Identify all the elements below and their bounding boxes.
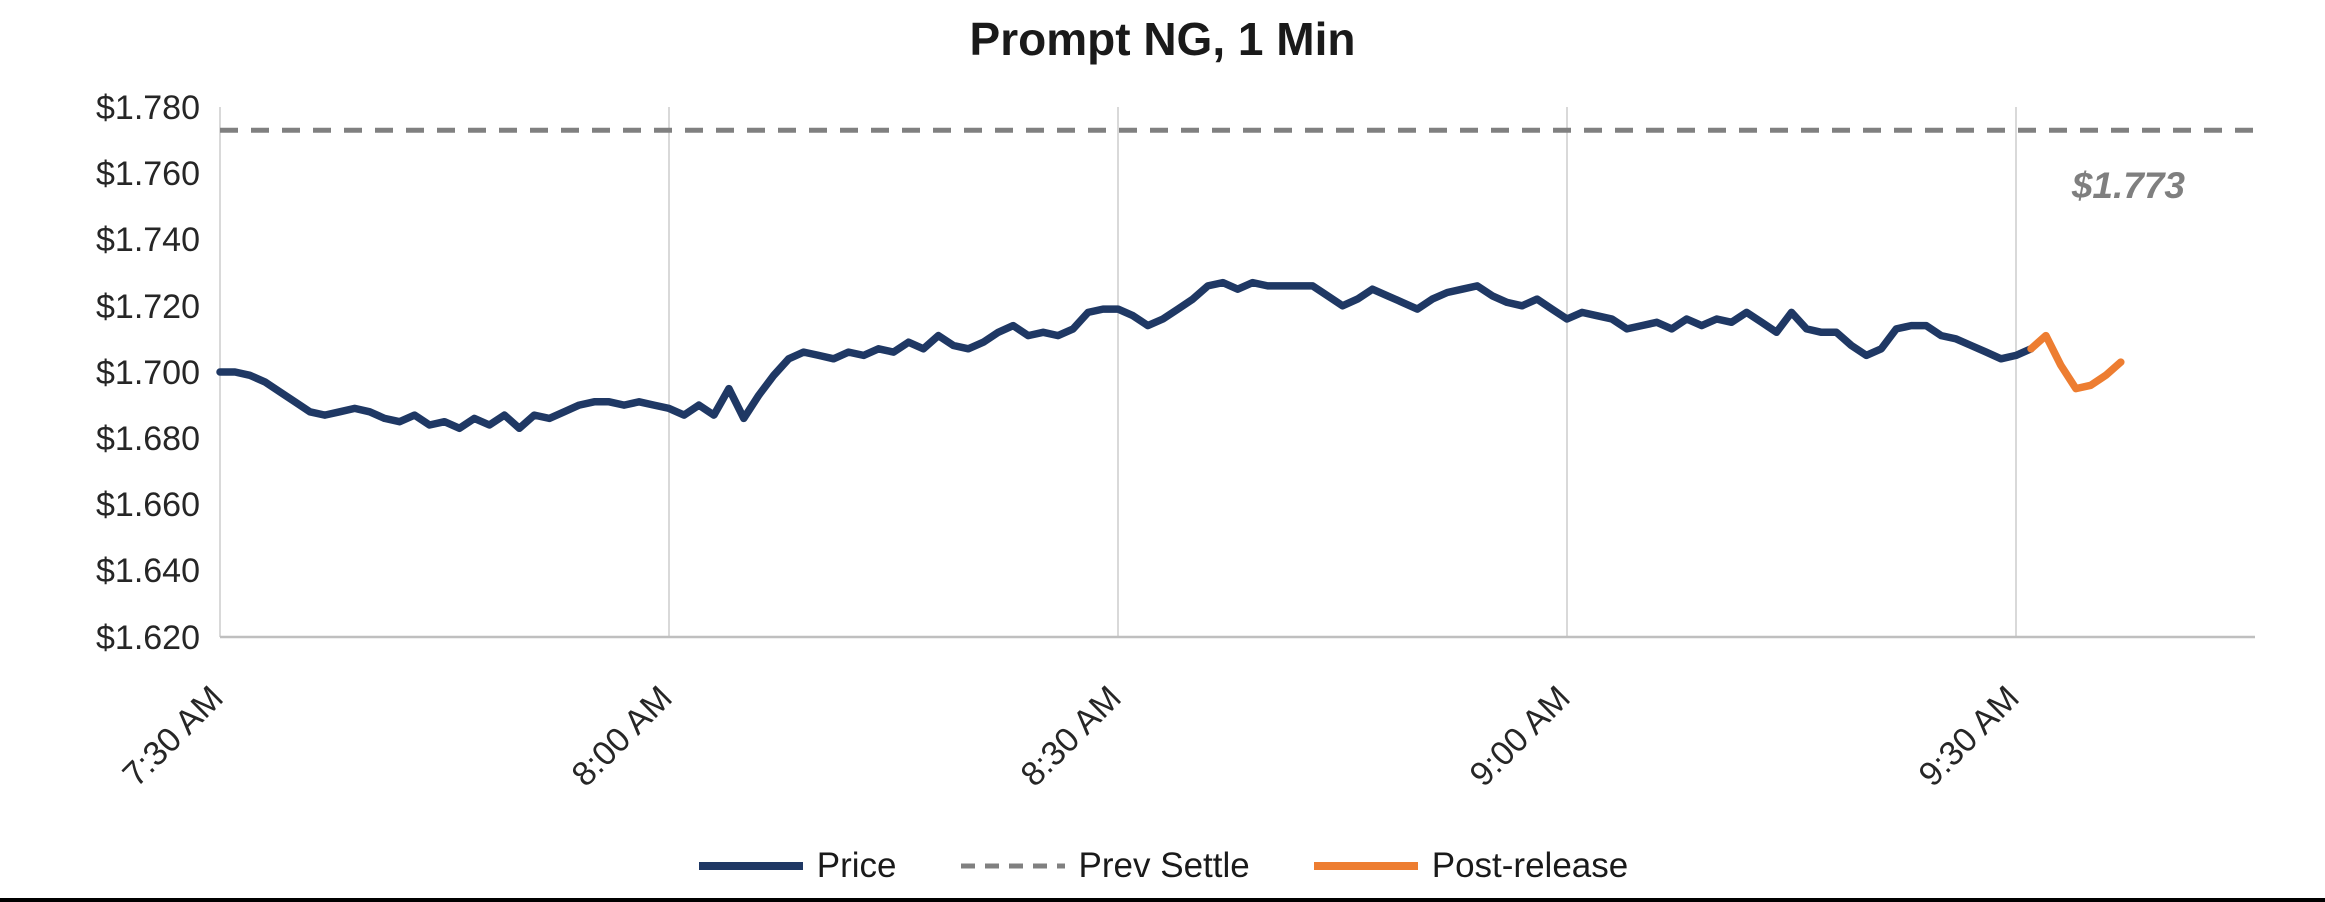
- x-tick-label: 7:30 AM: [116, 679, 231, 794]
- y-tick-label: $1.720: [96, 288, 200, 326]
- price-line-swatch-icon: [698, 862, 803, 870]
- post-release-line: [2027, 331, 2125, 393]
- y-tick-label: $1.760: [96, 155, 200, 193]
- bottom-border-line: [0, 898, 2325, 902]
- price-line: [216, 278, 2035, 433]
- legend-item-price: Price: [697, 846, 897, 886]
- prev-settle-line-swatch-icon: [960, 863, 1065, 869]
- legend-label-prev-settle: Prev Settle: [1078, 846, 1250, 885]
- y-tick-label: $1.660: [96, 486, 200, 524]
- x-tick-label: 9:00 AM: [1463, 679, 1578, 794]
- x-tick-label: 8:00 AM: [565, 679, 680, 794]
- x-tick-label: 9:30 AM: [1912, 679, 2027, 794]
- legend-label-post-release: Post-release: [1431, 846, 1629, 885]
- legend: Price Prev Settle Post-release: [0, 846, 2325, 886]
- prev-settle-annotation: $1.773: [2071, 165, 2186, 206]
- y-tick-label: $1.740: [96, 221, 200, 259]
- y-tick-label: $1.620: [96, 619, 200, 657]
- y-tick-label: $1.680: [96, 420, 200, 458]
- legend-label-price: Price: [816, 846, 897, 885]
- y-axis-labels: $1.780 $1.760 $1.740 $1.720 $1.700 $1.68…: [96, 89, 200, 657]
- y-tick-label: $1.700: [96, 354, 200, 392]
- legend-item-prev-settle: Prev Settle: [959, 846, 1250, 886]
- x-tick-label: 8:30 AM: [1014, 679, 1129, 794]
- x-axis-labels: 7:30 AM 8:00 AM 8:30 AM 9:00 AM 9:30 AM: [116, 679, 2027, 794]
- legend-item-post-release: Post-release: [1312, 846, 1628, 886]
- post-release-line-swatch-icon: [1313, 862, 1418, 870]
- chart-title: Prompt NG, 1 Min: [969, 13, 1356, 65]
- y-tick-label: $1.640: [96, 552, 200, 590]
- y-tick-label: $1.780: [96, 89, 200, 127]
- vertical-gridlines: [219, 107, 2017, 637]
